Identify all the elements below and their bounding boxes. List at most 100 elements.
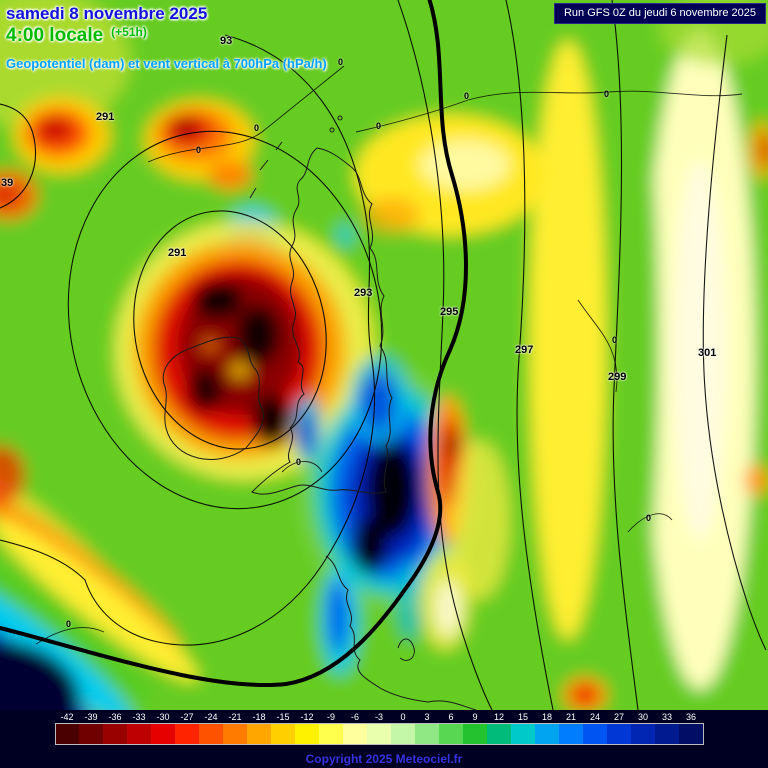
colorbar-value: 9 bbox=[472, 712, 478, 722]
colorbar-step: 0 bbox=[391, 711, 415, 745]
color-field-layer bbox=[0, 0, 768, 710]
zero-contour-label: 0 bbox=[604, 89, 610, 99]
zero-contour-label: 0 bbox=[612, 335, 618, 345]
colorbar-swatch bbox=[415, 723, 439, 745]
colorbar-step: 12 bbox=[487, 711, 511, 745]
zero-contour-label: 0 bbox=[464, 91, 470, 101]
colorbar-swatch bbox=[223, 723, 247, 745]
zero-contour-label: 0 bbox=[254, 123, 260, 133]
geopotential-label: 293 bbox=[354, 287, 373, 299]
geopotential-label: 295 bbox=[440, 306, 459, 318]
geopotential-label: 301 bbox=[698, 347, 717, 359]
colorbar-step: -33 bbox=[127, 711, 151, 745]
colorbar-step: 3 bbox=[415, 711, 439, 745]
colorbar-value: 24 bbox=[589, 712, 600, 722]
colorbar-step: -30 bbox=[151, 711, 175, 745]
weather-field-svg bbox=[0, 0, 768, 710]
colorbar-step: 18 bbox=[535, 711, 559, 745]
colorbar-swatch bbox=[54, 723, 80, 745]
geopotential-label: 299 bbox=[608, 371, 627, 383]
geopotential-label: 291 bbox=[96, 111, 115, 123]
map-canvas: 93 291 39 291 293 295 297 299 301 0 0 0 0 0 0 0 0 0 0 same… bbox=[0, 0, 768, 710]
zero-contour-label: 0 bbox=[376, 121, 382, 131]
colorbar-swatch bbox=[678, 723, 704, 745]
colorbar-step: 36 bbox=[678, 711, 704, 745]
colorbar-swatch bbox=[343, 723, 367, 745]
colorbar-value: -39 bbox=[84, 712, 98, 722]
colorbar-step: 9 bbox=[463, 711, 487, 745]
colorbar-swatch bbox=[103, 723, 127, 745]
map-header: samedi 8 novembre 2025 4:00 locale (+51h)… bbox=[6, 4, 327, 71]
colorbar-value: -3 bbox=[374, 712, 383, 722]
colorbar-step: -15 bbox=[271, 711, 295, 745]
colorbar-step: 6 bbox=[439, 711, 463, 745]
bold-contour-layer bbox=[0, 0, 468, 687]
colorbar-value: 33 bbox=[661, 712, 672, 722]
colorbar-value: 3 bbox=[424, 712, 430, 722]
colorbar-value: 21 bbox=[565, 712, 576, 722]
colorbar-swatch bbox=[631, 723, 655, 745]
colorbar-step: -12 bbox=[295, 711, 319, 745]
colorbar-step: -42 bbox=[54, 711, 80, 745]
colorbar-value: 0 bbox=[400, 712, 406, 722]
colorbar-step: -6 bbox=[343, 711, 367, 745]
legend-strip: -42 -39 -36 -33 -30 -27 -24 -21 -18 -15 -12 -9 -6 -3 0… bbox=[0, 710, 768, 768]
colorbar-step: -36 bbox=[103, 711, 127, 745]
colorbar-value: -15 bbox=[276, 712, 290, 722]
colorbar-value: -24 bbox=[204, 712, 218, 722]
colorbar-swatch bbox=[295, 723, 319, 745]
colorbar-value: -6 bbox=[350, 712, 359, 722]
colorbar-swatch bbox=[583, 723, 607, 745]
colorbar-swatch bbox=[391, 723, 415, 745]
zero-contour-label: 0 bbox=[66, 619, 72, 629]
colorbar-swatch bbox=[151, 723, 175, 745]
colorbar-swatch bbox=[535, 723, 559, 745]
colorbar-swatch bbox=[511, 723, 535, 745]
colorbar-step: 30 bbox=[631, 711, 655, 745]
colorbar-swatch bbox=[175, 723, 199, 745]
colorbar-step: -3 bbox=[367, 711, 391, 745]
colorbar-swatch bbox=[127, 723, 151, 745]
colorbar-swatch bbox=[271, 723, 295, 745]
contour-labels-layer: 93 291 39 291 293 295 297 299 301 0 0 0 0 0 0 0 0 0 0 bbox=[1, 36, 717, 629]
colorbar-value: 6 bbox=[448, 712, 454, 722]
date-label: samedi 8 novembre 2025 bbox=[6, 4, 208, 23]
colorbar: -42 -39 -36 -33 -30 -27 -24 -21 -18 -15 -12 -9 -6 -3 0… bbox=[54, 711, 704, 745]
colorbar-value: -12 bbox=[300, 712, 314, 722]
colorbar-value: 30 bbox=[637, 712, 648, 722]
colorbar-value: -36 bbox=[108, 712, 122, 722]
colorbar-step: -24 bbox=[199, 711, 223, 745]
colorbar-value: -21 bbox=[228, 712, 242, 722]
geopotential-label: 291 bbox=[168, 247, 187, 259]
colorbar-step: -27 bbox=[175, 711, 199, 745]
time-label: 4:00 locale (+51h) bbox=[6, 25, 327, 47]
colorbar-step: 21 bbox=[559, 711, 583, 745]
colorbar-swatch bbox=[607, 723, 631, 745]
geopotential-label: 39 bbox=[1, 177, 14, 189]
colorbar-step: -21 bbox=[223, 711, 247, 745]
zero-lines-layer bbox=[35, 65, 743, 645]
colorbar-value: 36 bbox=[685, 712, 696, 722]
zero-contour-label: 0 bbox=[296, 457, 302, 467]
colorbar-swatch bbox=[79, 723, 103, 745]
colorbar-value: -27 bbox=[180, 712, 194, 722]
colorbar-step: 15 bbox=[511, 711, 535, 745]
colorbar-swatch bbox=[367, 723, 391, 745]
local-time-label: 4:00 locale bbox=[6, 25, 104, 46]
colorbar-value: 12 bbox=[493, 712, 504, 722]
colorbar-value: -33 bbox=[132, 712, 146, 722]
colorbar-swatch bbox=[439, 723, 463, 745]
colorbar-step: 33 bbox=[655, 711, 679, 745]
colorbar-swatch bbox=[319, 723, 343, 745]
colorbar-swatch bbox=[655, 723, 679, 745]
variable-label: Geopotentiel (dam) et vent vertical à 70… bbox=[6, 56, 327, 71]
colorbar-step: -9 bbox=[319, 711, 343, 745]
colorbar-value: -30 bbox=[156, 712, 170, 722]
colorbar-swatch bbox=[199, 723, 223, 745]
colorbar-value: -42 bbox=[60, 712, 74, 722]
geopotential-label: 297 bbox=[515, 344, 534, 356]
forecast-offset-label: (+51h) bbox=[111, 25, 147, 39]
copyright-label: Copyright 2025 Meteociel.fr bbox=[305, 752, 463, 766]
zero-contour-label: 0 bbox=[338, 57, 344, 67]
